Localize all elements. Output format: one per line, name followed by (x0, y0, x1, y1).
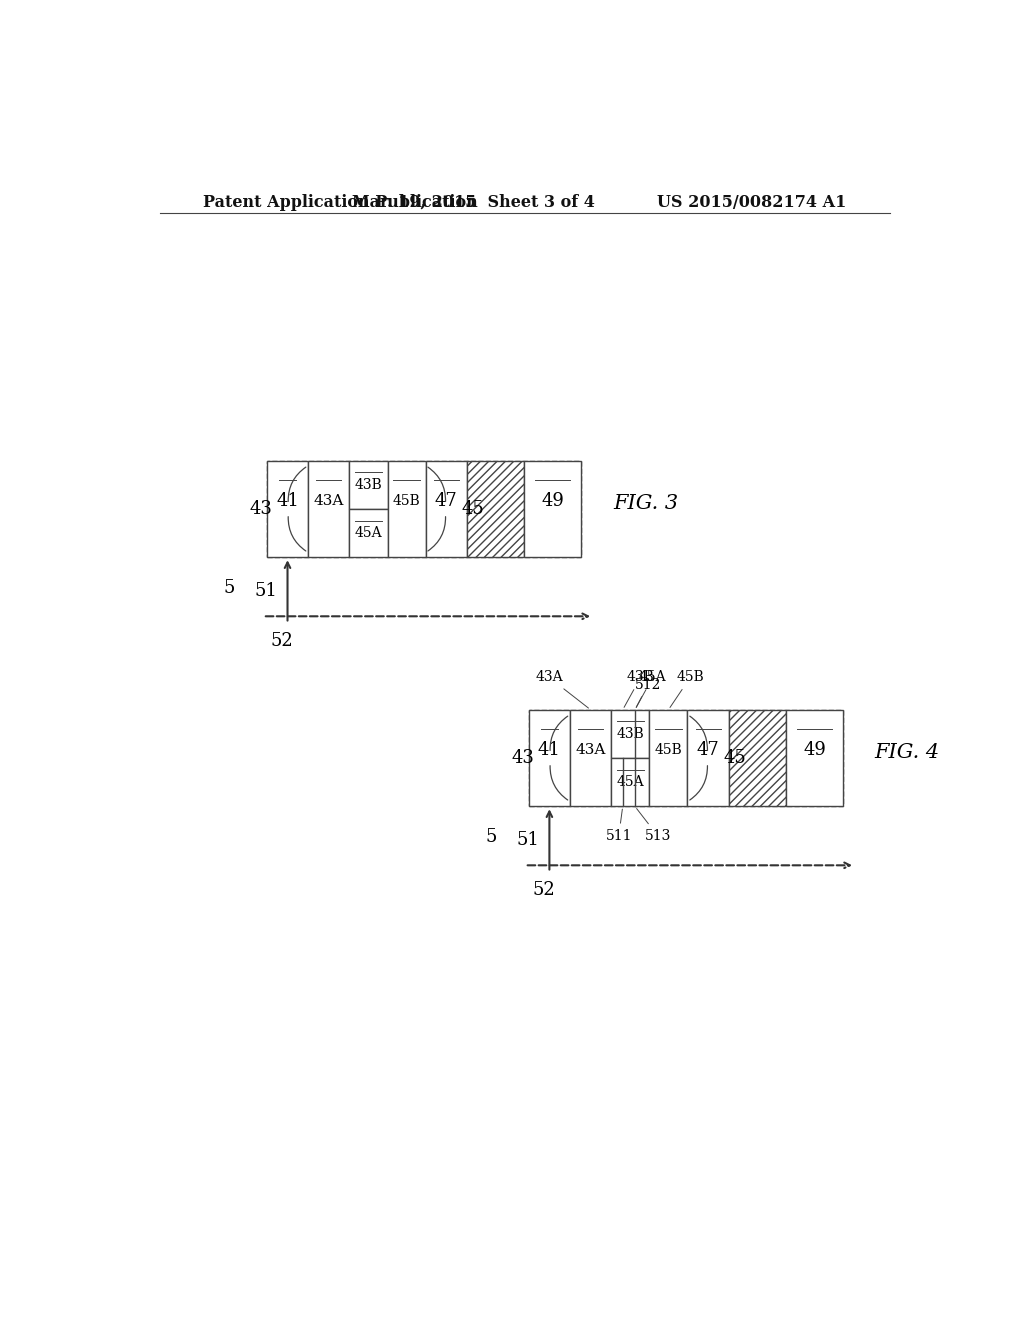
Text: FIG. 4: FIG. 4 (874, 743, 940, 763)
Bar (267, 461, 582, 557)
Text: 45: 45 (461, 500, 484, 517)
Text: 45B: 45B (392, 494, 421, 508)
Text: 51: 51 (254, 582, 278, 599)
Text: 43B: 43B (624, 671, 654, 708)
Bar (611, 710, 649, 758)
Text: 49: 49 (803, 742, 826, 759)
Text: 45B: 45B (670, 671, 705, 708)
Text: 47: 47 (696, 742, 720, 759)
Text: 45B: 45B (654, 743, 682, 758)
Bar (267, 461, 308, 557)
Text: 5: 5 (485, 828, 497, 846)
Text: 47: 47 (435, 492, 458, 511)
Text: 51: 51 (516, 830, 539, 849)
Text: 43A: 43A (313, 494, 344, 508)
Text: Mar. 19, 2015  Sheet 3 of 4: Mar. 19, 2015 Sheet 3 of 4 (352, 194, 595, 211)
Text: 41: 41 (538, 742, 561, 759)
Text: 45: 45 (723, 748, 745, 767)
Text: 43B: 43B (354, 478, 382, 492)
Bar (570, 710, 611, 807)
Text: 45A: 45A (354, 527, 382, 540)
Text: 511: 511 (605, 809, 632, 842)
Bar (611, 758, 649, 807)
Text: 512: 512 (635, 677, 662, 708)
Text: 45A: 45A (616, 775, 644, 789)
Text: 5: 5 (223, 579, 234, 597)
Text: 49: 49 (541, 492, 564, 511)
Text: Patent Application Publication: Patent Application Publication (204, 194, 478, 211)
Bar (649, 710, 687, 807)
Text: 41: 41 (276, 492, 299, 511)
Bar (426, 461, 467, 557)
Bar (308, 461, 349, 557)
Text: 43B: 43B (616, 727, 644, 741)
Bar (528, 710, 843, 807)
Bar (467, 461, 524, 557)
Text: US 2015/0082174 A1: US 2015/0082174 A1 (656, 194, 846, 211)
Bar (528, 710, 570, 807)
Bar (349, 510, 387, 557)
Bar (729, 710, 785, 807)
Bar (785, 710, 843, 807)
Bar (387, 461, 426, 557)
Bar (524, 461, 582, 557)
Text: 513: 513 (637, 809, 671, 842)
Bar (687, 710, 729, 807)
Text: FIG. 3: FIG. 3 (613, 495, 678, 513)
Text: 52: 52 (270, 631, 294, 649)
Text: 43A: 43A (575, 743, 606, 758)
Text: 43A: 43A (536, 671, 589, 708)
Text: 52: 52 (532, 880, 555, 899)
Text: 43: 43 (511, 748, 535, 767)
Bar (349, 461, 387, 510)
Text: 43: 43 (250, 500, 272, 517)
Text: 45A: 45A (636, 671, 667, 708)
